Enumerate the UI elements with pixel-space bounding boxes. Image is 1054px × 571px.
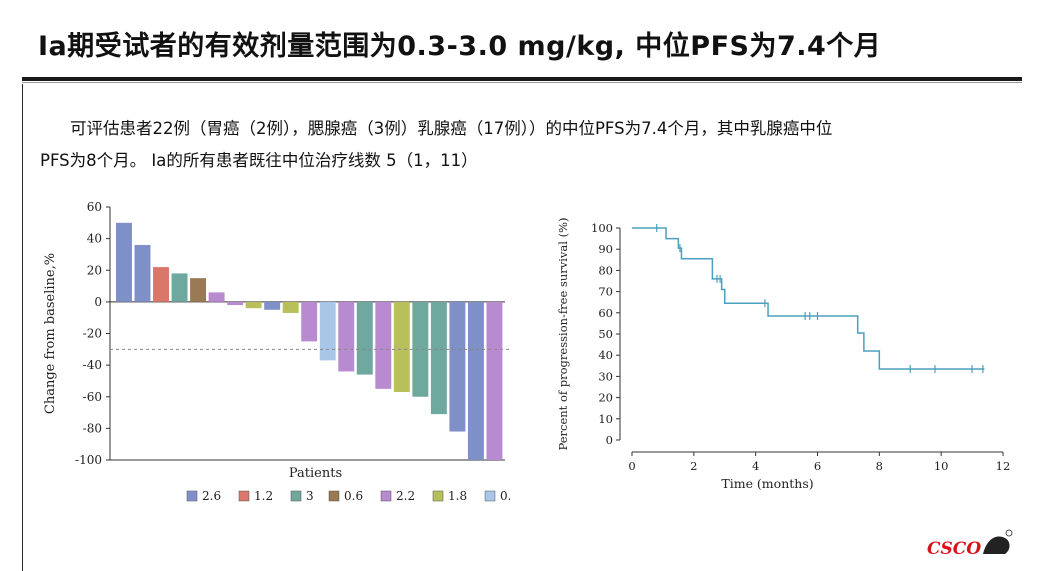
x-tick-label: 6 <box>814 459 821 473</box>
legend-swatch-1.8 <box>432 490 444 502</box>
y-tick-label: 40 <box>87 232 102 246</box>
bar-patient-19 <box>449 301 466 432</box>
y-axis-label: Percent of progression-free survival (%) <box>556 217 570 450</box>
legend-swatch-0.6 <box>328 490 340 502</box>
y-tick-label: 70 <box>598 285 613 299</box>
y-tick-label: 50 <box>598 327 613 341</box>
bar-patient-16 <box>393 301 410 393</box>
summary-line-1: 可评估患者22例（胃癌（2例），腮腺癌（3例）乳腺癌（17例））的中位PFS为7… <box>70 119 833 138</box>
legend-swatch-2.2 <box>380 490 392 502</box>
y-tick-label: -40 <box>83 358 102 372</box>
bar-patient-14 <box>356 301 373 375</box>
y-tick-label: 40 <box>598 348 613 362</box>
summary-line-2: PFS为8个月。 Ia的所有患者既往中位治疗线数 5（1，11） <box>40 151 478 170</box>
legend-label: 0.6 <box>344 489 363 503</box>
bar-patient-5 <box>190 278 207 302</box>
y-tick-label: 30 <box>598 369 613 383</box>
bar-patient-8 <box>245 301 262 309</box>
legend-swatch-1.2 <box>238 490 250 502</box>
x-tick-label: 12 <box>996 459 1011 473</box>
bar-patient-1 <box>116 222 132 302</box>
bar-patient-12 <box>319 301 336 361</box>
y-axis-label: Change from baseline,% <box>43 253 58 414</box>
logo-text: CSCO <box>927 539 981 559</box>
legend-label: 2.2 <box>396 489 415 503</box>
y-tick-label: -60 <box>83 390 102 404</box>
legend-label: 3 <box>306 489 314 503</box>
y-tick-label: 20 <box>87 263 102 277</box>
y-tick-label: 60 <box>598 306 613 320</box>
legend-label: 0.3 <box>500 489 510 503</box>
x-tick-label: 4 <box>752 459 759 473</box>
legend-label: 1.2 <box>254 489 273 503</box>
bar-patient-21 <box>486 301 503 460</box>
bar-patient-17 <box>412 301 429 397</box>
x-tick-label: 8 <box>876 459 883 473</box>
title-divider-thin <box>22 82 1022 83</box>
legend-swatch-2.6 <box>186 490 198 502</box>
bar-patient-11 <box>301 301 318 342</box>
left-border-line <box>22 84 23 571</box>
y-tick-label: 100 <box>591 221 613 235</box>
legend-swatch-3 <box>290 490 302 502</box>
y-tick-label: 20 <box>598 391 613 405</box>
bar-patient-2 <box>134 244 151 302</box>
x-axis-label: Time (months) <box>721 476 813 491</box>
bar-patient-13 <box>338 301 355 372</box>
y-tick-label: 80 <box>598 263 613 277</box>
legend-swatch-0.3 <box>484 490 496 502</box>
bar-patient-20 <box>467 301 484 460</box>
x-axis-label: Patients <box>289 466 342 481</box>
x-tick-label: 2 <box>690 459 697 473</box>
x-tick-label: 0 <box>628 459 635 473</box>
y-tick-label: 0 <box>94 295 102 309</box>
y-tick-label: 0 <box>606 433 613 447</box>
slide-title: Ia期受试者的有效剂量范围为0.3-3.0 mg/kg, 中位PFS为7.4个月 <box>38 31 882 62</box>
bar-patient-10 <box>282 301 299 313</box>
bar-patient-15 <box>375 301 392 389</box>
title-divider <box>22 77 1022 81</box>
legend-label: 1.8 <box>448 489 467 503</box>
y-tick-label: 90 <box>598 242 613 256</box>
y-tick-label: 10 <box>598 412 613 426</box>
bar-patient-6 <box>208 292 225 302</box>
bar-patient-18 <box>430 301 447 415</box>
bar-patient-3 <box>153 267 169 302</box>
bar-patient-7 <box>227 301 244 306</box>
bar-patient-4 <box>171 273 188 302</box>
y-tick-label: 60 <box>87 200 102 214</box>
x-tick-label: 10 <box>934 459 949 473</box>
csco-logo: CSCO <box>927 529 1013 559</box>
bar-patient-9 <box>264 301 281 310</box>
waterfall-chart: 60 40 20 0 -20 -40 -60 -80 -100 Patients Change fr… <box>43 200 510 503</box>
pfs-survival-line <box>632 227 985 370</box>
y-tick-label: -20 <box>83 327 102 341</box>
legend-label: 2.6 <box>202 489 221 503</box>
y-tick-label: -100 <box>75 453 102 467</box>
y-tick-label: -80 <box>83 421 102 435</box>
